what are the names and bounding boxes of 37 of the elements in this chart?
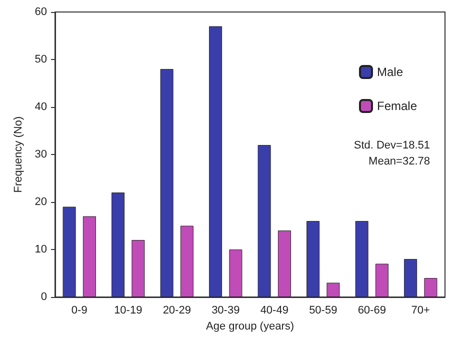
x-tick-label: 30-39 xyxy=(212,304,240,316)
y-tick-label: 50 xyxy=(34,54,47,66)
y-tick-label: 20 xyxy=(34,196,47,208)
bar xyxy=(326,282,340,297)
bar xyxy=(229,250,242,297)
bar xyxy=(258,145,271,297)
bar xyxy=(404,259,418,297)
legend-label: Female xyxy=(376,99,418,113)
bar xyxy=(424,278,438,297)
y-tick-label: 40 xyxy=(34,101,47,113)
y-tick-label: 30 xyxy=(34,148,47,160)
x-tick-label: 70+ xyxy=(411,304,430,316)
annotation: Std. Dev=18.51 xyxy=(354,140,430,152)
bar xyxy=(375,264,388,297)
bar xyxy=(180,226,194,297)
bar xyxy=(112,192,125,297)
bar xyxy=(62,206,76,297)
bar xyxy=(278,230,291,297)
bar xyxy=(132,240,145,297)
x-axis-title: Age group (years) xyxy=(206,320,294,332)
x-tick-label: 0-9 xyxy=(71,304,88,316)
x-tick-label: 10-19 xyxy=(114,304,142,316)
annotation: Mean=32.78 xyxy=(368,156,430,168)
y-tick-label: 60 xyxy=(34,6,47,18)
x-tick-label: 60-69 xyxy=(358,304,386,316)
x-tick-label: 50-59 xyxy=(309,304,338,316)
x-tick-label: 40-49 xyxy=(260,304,288,316)
bar xyxy=(306,221,320,297)
y-tick-label: 0 xyxy=(40,291,47,303)
y-tick-label: 10 xyxy=(34,244,47,256)
legend-label: Male xyxy=(376,65,404,79)
bar xyxy=(355,221,368,297)
bar xyxy=(209,26,222,297)
bar xyxy=(82,216,96,297)
x-tick-label: 20-29 xyxy=(162,304,191,316)
bar xyxy=(160,69,174,297)
y-axis-title: Frequency (No) xyxy=(12,116,24,193)
